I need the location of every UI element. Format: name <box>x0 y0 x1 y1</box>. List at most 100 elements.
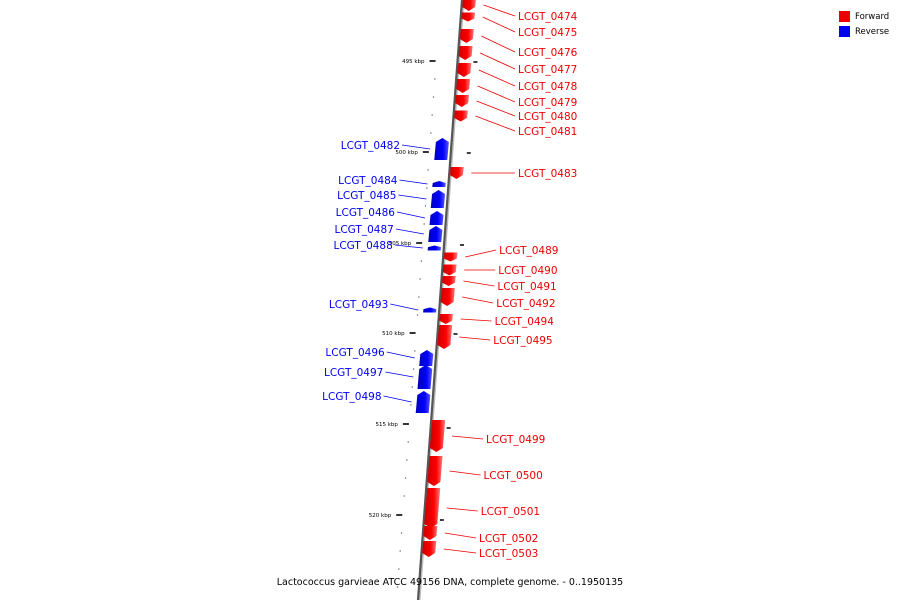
reverse-gene-arrow[interactable] <box>427 245 441 251</box>
gene-label[interactable]: LCGT_0498 <box>322 391 381 403</box>
gene-label[interactable]: LCGT_0483 <box>518 168 577 180</box>
gene-lcgt-0498[interactable]: LCGT_0498 <box>322 391 431 413</box>
gene-label[interactable]: LCGT_0478 <box>518 81 577 93</box>
gene-label[interactable]: LCGT_0492 <box>496 298 555 310</box>
forward-gene-arrow[interactable] <box>429 420 446 452</box>
forward-gene-arrow[interactable] <box>456 79 471 93</box>
forward-gene-arrow[interactable] <box>437 325 453 349</box>
gene-label[interactable]: LCGT_0490 <box>498 265 557 277</box>
gene-lcgt-0485[interactable]: LCGT_0485 <box>337 190 446 208</box>
gene-lcgt-0496[interactable]: LCGT_0496 <box>325 347 434 366</box>
axis-line <box>416 0 464 600</box>
gene-label[interactable]: LCGT_0476 <box>518 47 578 59</box>
gene-lcgt-0501[interactable]: LCGT_0501 <box>424 488 540 528</box>
reverse-gene-arrow[interactable] <box>417 365 433 389</box>
gene-label[interactable]: LCGT_0485 <box>337 190 396 202</box>
forward-gene-arrow[interactable] <box>443 252 458 262</box>
forward-gene-arrow[interactable] <box>442 276 456 286</box>
forward-gene-arrow[interactable] <box>458 46 473 60</box>
reverse-gene-arrow[interactable] <box>430 190 446 208</box>
legend-label-reverse: Reverse <box>855 26 890 37</box>
gene-leader-line <box>478 69 516 87</box>
gene-lcgt-0492[interactable]: LCGT_0492 <box>440 288 556 310</box>
gene-label[interactable]: LCGT_0479 <box>518 97 577 109</box>
gene-lcgt-0493[interactable]: LCGT_0493 <box>329 299 437 313</box>
gene-label[interactable]: LCGT_0491 <box>497 281 556 293</box>
gene-lcgt-0475[interactable]: LCGT_0475 <box>461 12 577 40</box>
gene-lcgt-0481[interactable]: LCGT_0481 <box>454 110 577 139</box>
forward-gene-arrow[interactable] <box>424 488 441 528</box>
gene-lcgt-0482[interactable]: LCGT_0482 <box>341 138 449 160</box>
forward-gene-arrow[interactable] <box>462 0 476 11</box>
gene-lcgt-0480[interactable]: LCGT_0480 <box>455 95 577 123</box>
gene-leader-line <box>386 351 415 359</box>
gene-lcgt-0476[interactable]: LCGT_0476 <box>459 29 578 59</box>
reverse-gene-arrow[interactable] <box>415 391 431 413</box>
gene-label[interactable]: LCGT_0502 <box>479 533 538 545</box>
gene-lcgt-0484[interactable]: LCGT_0484 <box>338 175 446 187</box>
gene-lcgt-0495[interactable]: LCGT_0495 <box>437 325 553 349</box>
gene-lcgt-0491[interactable]: LCGT_0491 <box>442 276 557 293</box>
forward-gene-arrow[interactable] <box>455 95 470 107</box>
gene-label[interactable]: LCGT_0499 <box>486 434 545 446</box>
reverse-gene-arrow[interactable] <box>432 181 446 187</box>
gene-leader-line <box>390 303 419 311</box>
forward-gene-arrow[interactable] <box>422 541 437 557</box>
forward-gene-arrow[interactable] <box>454 110 468 122</box>
gene-leader-line <box>475 115 516 132</box>
gene-lcgt-0500[interactable]: LCGT_0500 <box>427 456 543 486</box>
forward-gene-arrow[interactable] <box>449 167 464 179</box>
forward-gene-arrow[interactable] <box>423 526 438 540</box>
reverse-gene-arrow[interactable] <box>434 138 449 160</box>
gene-label[interactable]: LCGT_0489 <box>499 245 558 257</box>
gene-label[interactable]: LCGT_0474 <box>518 11 578 23</box>
forward-gene-arrow[interactable] <box>459 29 474 43</box>
gene-label[interactable]: LCGT_0477 <box>518 64 577 76</box>
gene-lcgt-0497[interactable]: LCGT_0497 <box>324 365 433 389</box>
legend-label-forward: Forward <box>855 11 890 22</box>
gene-label[interactable]: LCGT_0486 <box>336 207 396 219</box>
gene-label[interactable]: LCGT_0496 <box>325 347 385 359</box>
gene-lcgt-0478[interactable]: LCGT_0478 <box>457 63 577 93</box>
gene-lcgt-0488[interactable]: LCGT_0488 <box>333 240 441 252</box>
gene-label[interactable]: LCGT_0475 <box>518 27 577 39</box>
gene-label[interactable]: LCGT_0484 <box>338 175 398 187</box>
gene-label[interactable]: LCGT_0488 <box>333 240 392 252</box>
gene-lcgt-0502[interactable]: LCGT_0502 <box>423 526 538 545</box>
gene-lcgt-0486[interactable]: LCGT_0486 <box>336 207 444 225</box>
forward-gene-arrow[interactable] <box>461 12 476 22</box>
gene-lcgt-0474[interactable]: LCGT_0474 <box>462 0 578 23</box>
gene-lcgt-0483[interactable]: LCGT_0483 <box>449 167 577 180</box>
gene-lcgt-0499[interactable]: LCGT_0499 <box>429 420 546 452</box>
reverse-gene-arrow[interactable] <box>423 307 437 313</box>
scale-label: 500 kbp <box>395 150 418 156</box>
gene-lcgt-0487[interactable]: LCGT_0487 <box>334 224 443 242</box>
gene-leader-line <box>385 371 414 378</box>
gene-label[interactable]: LCGT_0481 <box>518 126 577 138</box>
forward-gene-arrow[interactable] <box>442 264 457 276</box>
gene-label[interactable]: LCGT_0503 <box>479 548 538 560</box>
reverse-gene-arrow[interactable] <box>428 226 443 242</box>
reverse-gene-arrow[interactable] <box>429 211 444 225</box>
reverse-gene-arrow[interactable] <box>419 350 434 366</box>
forward-gene-arrow[interactable] <box>440 288 455 306</box>
gene-label[interactable]: LCGT_0493 <box>329 299 388 311</box>
legend-item-forward: Forward <box>839 9 889 24</box>
gene-label[interactable]: LCGT_0480 <box>518 111 577 123</box>
gene-label[interactable]: LCGT_0500 <box>483 470 542 482</box>
gene-label[interactable]: LCGT_0494 <box>495 316 555 328</box>
gene-label[interactable]: LCGT_0497 <box>324 367 383 379</box>
forward-gene-arrow[interactable] <box>457 63 472 77</box>
gene-lcgt-0479[interactable]: LCGT_0479 <box>456 79 577 109</box>
gene-label[interactable]: LCGT_0501 <box>481 506 540 518</box>
gene-lcgt-0489[interactable]: LCGT_0489 <box>443 245 559 262</box>
forward-gene-arrow[interactable] <box>427 456 443 486</box>
gene-label[interactable]: LCGT_0495 <box>493 335 552 347</box>
gene-lcgt-0490[interactable]: LCGT_0490 <box>442 264 558 278</box>
forward-gene-arrow[interactable] <box>439 314 453 324</box>
gene-lcgt-0477[interactable]: LCGT_0477 <box>458 46 578 76</box>
gene-lcgt-0494[interactable]: LCGT_0494 <box>439 314 554 328</box>
gene-label[interactable]: LCGT_0487 <box>334 224 393 236</box>
gene-lcgt-0503[interactable]: LCGT_0503 <box>422 541 538 560</box>
gene-label[interactable]: LCGT_0482 <box>341 140 400 152</box>
